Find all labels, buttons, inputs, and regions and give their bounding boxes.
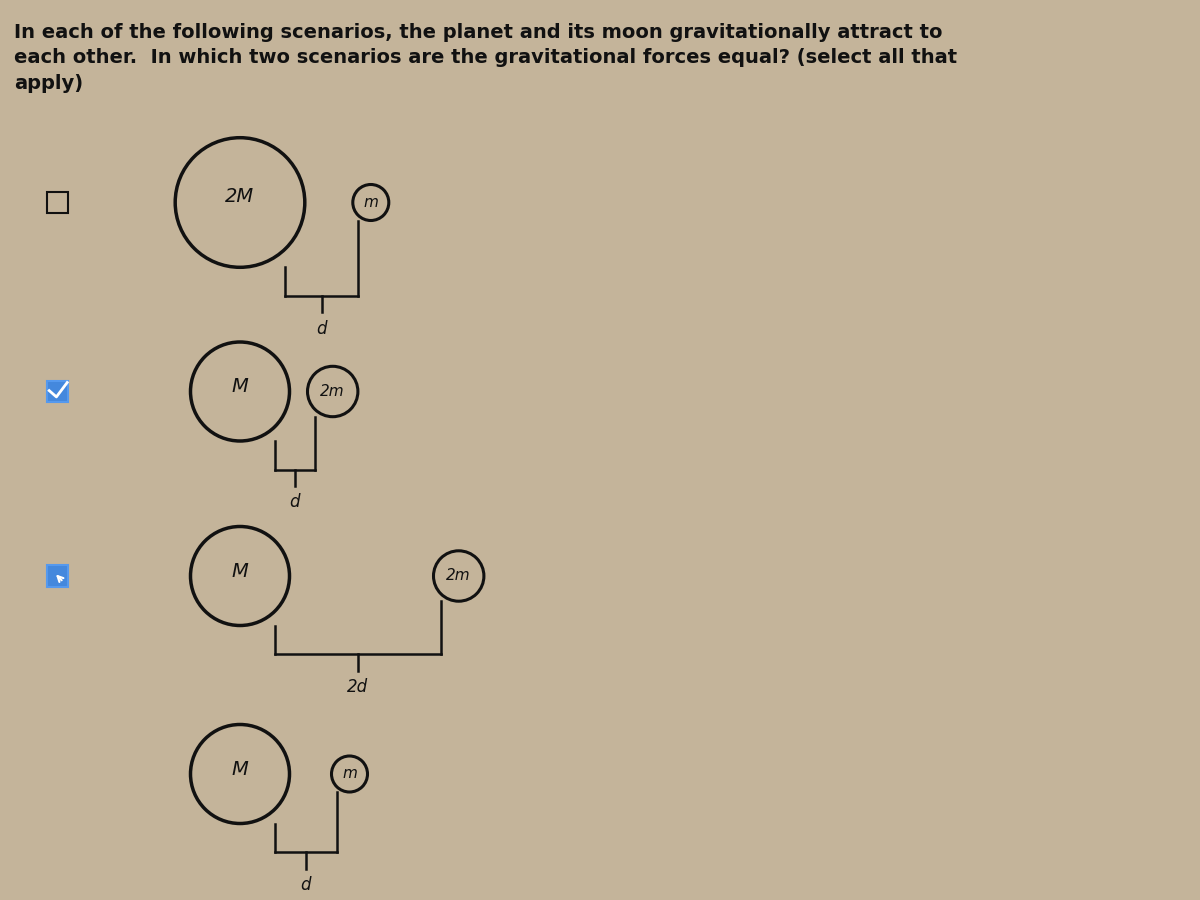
Text: d: d [317, 320, 328, 338]
Text: M: M [232, 760, 248, 778]
Text: 2m: 2m [446, 569, 472, 583]
Text: 2m: 2m [320, 384, 346, 399]
Text: m: m [364, 195, 378, 210]
Bar [47, 381, 68, 402]
Text: d: d [300, 876, 311, 894]
Text: 2M: 2M [226, 186, 254, 205]
Text: m: m [342, 767, 356, 781]
Text: In each of the following scenarios, the planet and its moon gravitationally attr: In each of the following scenarios, the … [14, 22, 958, 93]
Text: 2d: 2d [347, 678, 368, 696]
Bar [47, 192, 68, 213]
Text: d: d [289, 493, 300, 511]
Bar [47, 565, 68, 587]
Text: M: M [232, 377, 248, 396]
Text: M: M [232, 562, 248, 580]
